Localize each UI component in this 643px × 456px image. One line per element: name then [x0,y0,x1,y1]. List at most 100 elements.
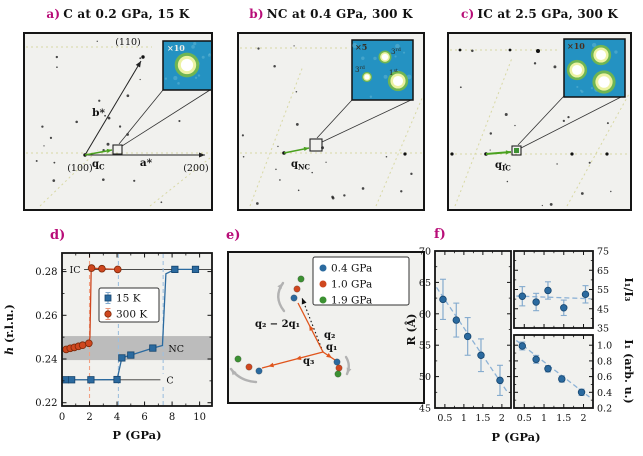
panel-b-inset: 3rd 3rd 1st ×5 [351,39,414,101]
panel-c-tag: c) [460,7,475,21]
svg-text:2: 2 [499,413,505,424]
panel-a-callout-lines [118,89,211,147]
svg-text:3rd: 3rd [391,47,401,56]
svg-text:1st: 1st [389,68,398,77]
svg-text:0.6: 0.6 [597,372,612,383]
svg-text:R (Å): R (Å) [404,314,418,346]
panel-d-axis: 0 2 4 6 8 10 0.22 0.24 0.26 0.28 [35,253,212,423]
svg-text:1.0: 1.0 [597,341,612,352]
q-b-arrow [283,146,310,154]
panel-a: b* a* qC (110) (100) (200) ×10 [23,32,213,211]
svg-text:1.5: 1.5 [556,413,571,424]
panel-c-title: c) IC at 2.5 GPa, 300 K [448,7,631,21]
svg-text:qC: qC [92,159,105,172]
svg-text:P (GPa): P (GPa) [112,428,161,442]
panel-e-legend: 0.4 GPa 1.0 GPa 1.9 GPa [312,256,410,307]
q2-minus-2q1-vector: q₂ − 2q₁ [255,297,324,353]
svg-text:P (GPa): P (GPa) [491,430,540,444]
f1-axis: 0.5 1 1.5 2 45 50 55 60 65 70 [419,247,511,424]
svg-text:(100): (100) [67,163,93,174]
panel-b-guide-lines [240,47,424,207]
f3-axis: 0.5 1 1.5 2 0.2 0.4 0.6 0.8 1.0 [514,335,612,424]
b-star-arrow: b* [84,60,142,156]
q-vector-2: q₁ [322,342,337,361]
panel-c-title-text: IC at 2.5 GPa, 300 K [477,7,619,21]
svg-text:2: 2 [86,412,92,423]
svg-text:q₂: q₂ [324,330,335,341]
q-vector-1: q₂ [297,302,335,353]
panel-d: IC C NC 15 K 300 K 0 2 4 6 8 10 0.22 0.24 0.26 0.28 P (… [3,252,213,442]
magnified-region-box [309,138,323,152]
svg-text:0.28: 0.28 [35,267,57,278]
panel-b-title: b) NC at 0.4 GPa, 300 K [238,7,424,21]
svg-text:0.5: 0.5 [517,413,532,424]
svg-text:q₃: q₃ [303,356,314,367]
svg-text:55: 55 [597,285,609,296]
panel-f-tag: f) [434,227,446,242]
svg-text:35: 35 [597,324,609,335]
svg-text:0.2: 0.2 [597,404,612,415]
panel-c-guide-lines [450,49,630,207]
satellite-cluster-1 [234,355,263,375]
svg-text:70: 70 [419,247,431,258]
svg-text:2: 2 [580,413,586,424]
q-vector-3: q₃ [261,351,324,369]
panel-d-tag: d) [50,228,66,243]
panel-b: qNC 3rd 3rd 1st ×5 [237,32,425,211]
f2-axis: 35 45 55 65 75 [514,247,609,335]
svg-text:1: 1 [461,413,467,424]
svg-text:qNC: qNC [291,159,310,172]
svg-text:10: 10 [193,412,206,423]
svg-text:×10: ×10 [167,43,185,53]
svg-text:×5: ×5 [355,42,367,52]
series-15-k [61,265,200,384]
svg-text:1: 1 [541,413,547,424]
svg-text:C: C [166,375,173,386]
panel-c-callout-lines [517,95,624,149]
satellite-cluster-2 [333,358,343,378]
svg-text:65: 65 [597,266,609,277]
svg-text:0.4 GPa: 0.4 GPa [331,263,372,275]
svg-text:55: 55 [419,341,431,352]
panel-b-callout-lines [316,99,412,143]
panel-f2: 35 45 55 65 75 I₁/I₃ [513,247,635,335]
panel-c-inset: ×10 [563,38,626,98]
svg-text:15 K: 15 K [116,293,141,305]
svg-text:50: 50 [419,372,431,383]
svg-text:IC: IC [70,265,81,276]
svg-text:h (r.l.u.): h (r.l.u.) [3,304,16,355]
svg-text:I₁ (arb. u.): I₁ (arb. u.) [622,339,635,403]
svg-text:(110): (110) [115,37,141,48]
svg-text:1.0 GPa: 1.0 GPa [331,279,372,291]
panel-a-inset: ×10 [162,40,213,91]
panel-a-guide-lines [26,46,211,207]
svg-text:q₁: q₁ [326,342,337,353]
svg-text:1.5: 1.5 [475,413,490,424]
svg-text:I₁/I₃: I₁/I₃ [622,278,635,302]
panel-d-legend: 15 K 300 K [98,287,160,323]
svg-text:8: 8 [169,412,175,423]
svg-text:0.5: 0.5 [437,413,452,424]
svg-text:b*: b* [92,107,105,119]
svg-text:75: 75 [597,247,609,258]
panel-c: qIC ×10 [447,32,632,211]
svg-text:qIC: qIC [495,160,511,173]
svg-text:300 K: 300 K [116,309,147,321]
panel-a-tag: a) [46,7,61,21]
magnified-region-box [511,145,522,156]
svg-text:(200): (200) [183,163,209,174]
magnified-region-box [112,144,123,155]
f2-data [518,281,590,317]
a-star-arrow: a* [85,152,205,169]
svg-text:3rd: 3rd [355,65,365,74]
svg-text:65: 65 [419,278,431,289]
panel-f1: 0.5 1 1.5 2 45 50 55 60 65 70 R (Å) [404,247,512,424]
panel-a-specks [35,40,181,204]
rotation-arc-0 [277,281,286,313]
q-a-arrow [84,148,113,156]
svg-text:60: 60 [419,309,431,320]
svg-text:0.26: 0.26 [35,311,57,322]
panel-b-tag: b) [249,7,264,21]
